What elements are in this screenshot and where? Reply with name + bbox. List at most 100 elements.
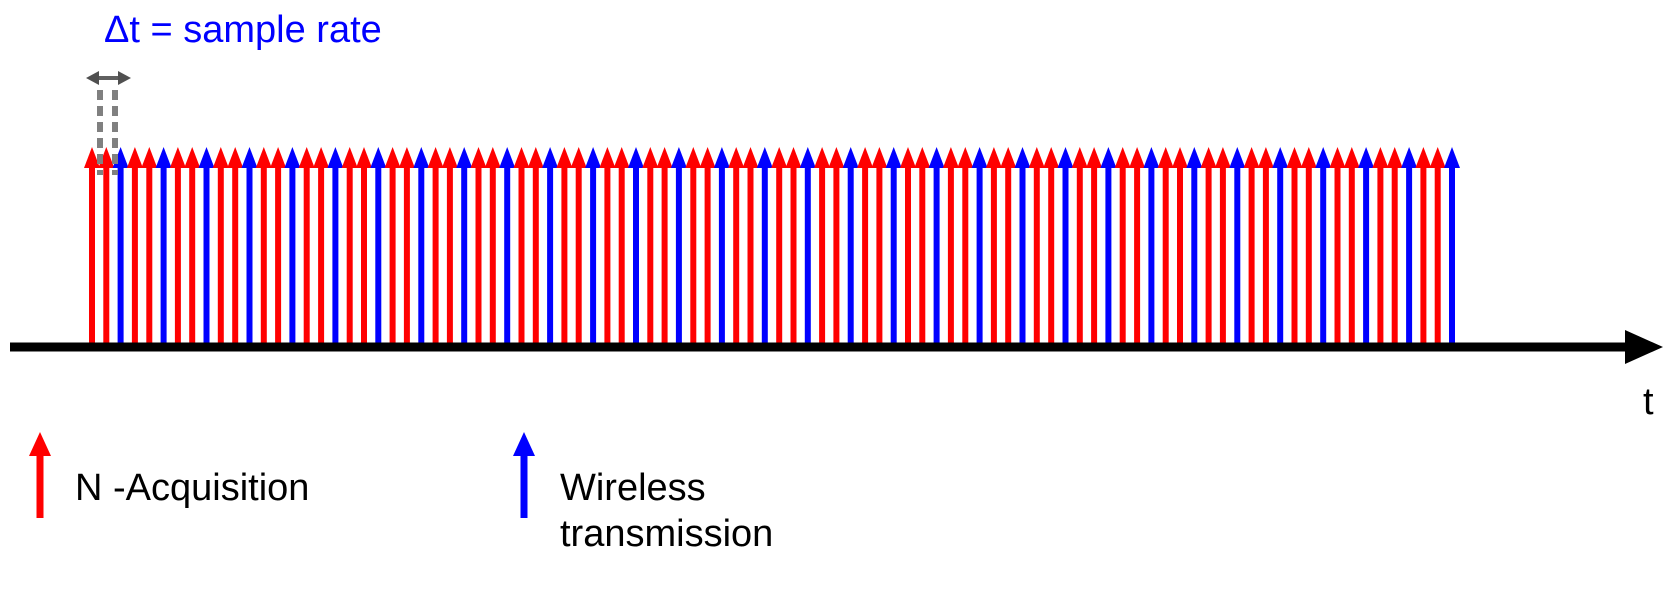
wireless-pulse [198, 147, 215, 343]
pulse-arrowhead [313, 147, 330, 168]
wireless-pulse [1401, 147, 1418, 343]
acquisition-pulse [270, 147, 287, 343]
pulse-arrowhead [1157, 147, 1174, 168]
pulse-arrowhead [255, 147, 272, 168]
pulse-arrowhead [527, 147, 544, 168]
pulse-arrowhead [1257, 147, 1274, 168]
pulse-arrowhead [570, 147, 587, 168]
pulse-arrowhead [1272, 147, 1289, 168]
wireless-pulse [370, 147, 387, 343]
wireless-pulse [799, 147, 816, 343]
wireless-pulse [1444, 147, 1460, 343]
acquisition-pulse [957, 147, 974, 343]
pulse-arrowhead [1444, 147, 1460, 168]
wireless-pulse [756, 147, 773, 343]
pulse-arrowhead [284, 147, 301, 168]
wireless-pulse [971, 147, 988, 343]
pulse-arrowhead [1172, 147, 1188, 168]
pulse-arrowhead [1229, 147, 1246, 168]
pulse-arrowhead [556, 147, 573, 168]
pulse-arrowhead [1429, 147, 1446, 168]
pulse-arrowhead [900, 147, 916, 168]
acquisition-pulse [1329, 147, 1346, 343]
wireless-pulse [1229, 147, 1246, 343]
acquisition-pulse [126, 147, 143, 343]
acquisition-pulse [513, 147, 530, 343]
pulse-arrowhead [384, 147, 401, 168]
acquisition-pulse [1372, 147, 1389, 343]
pulse-arrowhead [985, 147, 1002, 168]
wireless-pulse [284, 147, 301, 343]
acquisition-pulse [814, 147, 831, 343]
pulse-arrowhead [298, 147, 315, 168]
pulse-arrowhead [713, 147, 730, 168]
acquisition-pulse [1172, 147, 1188, 343]
pulse-arrowhead [1358, 147, 1375, 168]
acquisition-pulse [1200, 147, 1217, 343]
pulse-arrowhead [1372, 147, 1389, 168]
pulse-arrowhead [198, 147, 215, 168]
acquisition-pulse [1257, 147, 1274, 343]
acquisition-pulse [1129, 147, 1146, 343]
acquisition-pulse [728, 147, 745, 343]
pulse-arrowhead [341, 147, 358, 168]
acquisition-pulse [527, 147, 544, 343]
pulse-arrowhead [456, 147, 473, 168]
acquisition-pulse [685, 147, 702, 343]
acquisition-pulse [599, 147, 616, 343]
wireless-pulse [670, 147, 687, 343]
acquisition-pulse [384, 147, 401, 343]
acquisition-pulse [1028, 147, 1045, 343]
pulse-arrowhead [427, 147, 444, 168]
acquisition-pulse [1286, 147, 1303, 343]
acquisition-pulse [169, 147, 186, 343]
pulse-arrowhead [914, 147, 931, 168]
pulse-arrowhead [270, 147, 287, 168]
time-axis [10, 330, 1663, 364]
pulse-arrowhead [957, 147, 974, 168]
pulse-arrowhead [828, 147, 845, 168]
pulse-arrowhead [742, 147, 759, 168]
pulse-arrowhead [212, 147, 229, 168]
pulse-arrowhead [871, 147, 888, 168]
acquisition-pulse [1071, 147, 1088, 343]
delta-t-label: Δt = sample rate [104, 9, 382, 51]
pulse-arrowhead [1028, 147, 1045, 168]
legend-acquisition-label: N -Acquisition [75, 467, 310, 509]
pulse-arrowhead [1143, 147, 1160, 168]
pulse-arrowhead [1315, 147, 1332, 168]
wireless-pulse [542, 147, 559, 343]
wireless-pulse [241, 147, 258, 343]
pulse-arrowhead [513, 147, 530, 168]
pulse-arrowhead [470, 147, 487, 168]
acquisition-pulse [255, 147, 272, 343]
pulse-arrowhead [141, 147, 158, 168]
pulse-arrowhead [1401, 147, 1418, 168]
pulse-arrowhead [413, 147, 430, 168]
delta-t-arrowhead-left [86, 71, 99, 85]
pulse-arrowhead [370, 147, 387, 168]
acquisition-pulse [356, 147, 372, 343]
pulse-arrowhead [1186, 147, 1203, 168]
acquisition-pulse [914, 147, 931, 343]
pulse-arrowhead [642, 147, 659, 168]
pulse-arrowhead [84, 147, 100, 168]
acquisition-pulse [985, 147, 1002, 343]
acquisition-pulse [785, 147, 802, 343]
pulse-arrowhead [542, 147, 559, 168]
acquisition-pulse [1114, 147, 1131, 343]
pulse-arrowhead [1386, 147, 1403, 168]
pulse-arrowhead [756, 147, 773, 168]
acquisition-pulse [141, 147, 158, 343]
pulse-arrowhead [1129, 147, 1146, 168]
acquisition-pulse [1043, 147, 1060, 343]
legend [29, 432, 535, 518]
pulse-arrowhead [1343, 147, 1360, 168]
acquisition-pulse [857, 147, 874, 343]
pulse-arrowhead [441, 147, 458, 168]
pulse-arrowhead [1200, 147, 1217, 168]
acquisition-pulse [771, 147, 788, 343]
pulse-train [84, 147, 1460, 343]
pulse-arrowhead [599, 147, 616, 168]
